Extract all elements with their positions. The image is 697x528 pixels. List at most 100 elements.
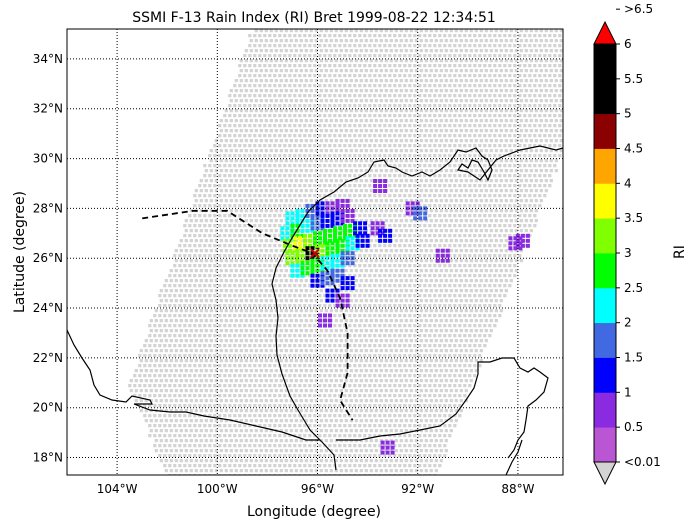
storm-center (310, 248, 320, 258)
rain-pixel (330, 206, 335, 211)
colorbar-segment (594, 427, 616, 463)
y-tick-label: 30°N (33, 152, 63, 166)
rain-pixel (308, 238, 312, 243)
colorbar-over-arrow (593, 20, 617, 45)
rain-pixel (325, 261, 330, 266)
y-axis-label: Latitude (degree) (12, 191, 28, 313)
rain-pixel (323, 318, 327, 323)
rain-pixel (418, 211, 423, 216)
x-tick-label: 104°W (97, 482, 138, 496)
rain-pixel (325, 276, 330, 281)
rain-pixel (385, 445, 390, 450)
colorbar-tick-label: 3.5 (624, 211, 643, 225)
colorbar-tick-label: 5.5 (624, 72, 643, 86)
rain-pixel (287, 243, 292, 248)
rain-pixel (358, 226, 363, 231)
colorbar-tick-label: 5 (624, 107, 632, 121)
rain-pixel (310, 208, 315, 213)
colorbar-tick-label: 2.5 (624, 281, 643, 295)
rain-pixel (305, 223, 310, 228)
rain-pixel (360, 238, 365, 243)
colorbar-tick-label: 4.5 (624, 142, 643, 156)
colorbar-segment (594, 44, 616, 80)
rain-pixel (315, 263, 320, 268)
colorbar-under-arrow (593, 461, 617, 486)
rain-pixel (328, 233, 332, 238)
chart-title: SSMI F-13 Rain Index (RI) Bret 1999-08-2… (132, 10, 496, 26)
rain-pixel (340, 298, 345, 303)
colorbar-tick-label: 6 (624, 37, 632, 51)
map-frame (66, 28, 564, 476)
rain-pixel (315, 221, 320, 226)
colorbar-tick-label: 4 (624, 176, 632, 190)
rain-pixel (325, 218, 330, 223)
rain-pixel (440, 253, 445, 258)
colorbar-segment (594, 253, 616, 289)
colorbar-tick-label: 2 (624, 316, 632, 330)
rain-pixel (300, 253, 305, 258)
rain-pixel (345, 256, 350, 261)
rain-pixel (318, 236, 322, 241)
y-tick-label: 26°N (33, 251, 63, 265)
rain-pixel (295, 228, 300, 233)
storm-track (142, 210, 354, 421)
rain-pixel (290, 216, 295, 221)
colorbar-label: RI (672, 245, 688, 259)
colorbar-segment (594, 287, 616, 324)
rain-pixel (513, 241, 518, 246)
rain-pixel (375, 226, 380, 231)
rain-pixel (520, 238, 525, 243)
rain-pixel (338, 231, 343, 236)
rain-pixel (298, 241, 302, 246)
storm-center-marker (310, 248, 320, 258)
rain-pixel (335, 258, 340, 263)
rain-pixel (335, 273, 340, 278)
rain-pixel (300, 213, 305, 218)
x-tick-label: 92°W (401, 482, 434, 496)
y-tick-label: 20°N (33, 401, 63, 415)
colorbar-segment (594, 218, 616, 254)
colorbar-segment (594, 148, 616, 184)
rain-pixel (305, 266, 310, 271)
satellite-swath (128, 29, 563, 475)
y-tick-label: 32°N (33, 102, 63, 116)
rain-pixel (350, 241, 355, 246)
rain-pixel (378, 184, 383, 188)
colorbar-tick-label: <0.01 (624, 455, 661, 469)
colorbar-segment (594, 392, 616, 428)
rain-pixel (348, 228, 353, 233)
colorbar-tick-label: 1.5 (624, 351, 643, 365)
y-tick-label: 22°N (33, 351, 63, 365)
rain-pixel (340, 243, 345, 248)
x-tick-label: 100°W (197, 482, 238, 496)
x-tick-label: 96°W (301, 482, 334, 496)
y-tick-label: 18°N (33, 451, 63, 465)
y-tick-label: 28°N (33, 201, 63, 215)
colorbar-segment (594, 78, 616, 115)
rain-pixel (295, 268, 300, 273)
colorbar-segment (594, 113, 616, 149)
rain-pixel (345, 281, 350, 286)
x-axis-label: Longitude (degree) (247, 504, 381, 520)
colorbar-tick-label: 3 (624, 246, 632, 260)
x-axis-ticks: 104°W 100°W 96°W 92°W 88°W (97, 482, 535, 496)
rain-pixel (345, 213, 350, 218)
swath-pixels (128, 29, 563, 475)
rain-pixel (340, 203, 345, 208)
rain-pixel (330, 246, 335, 251)
y-axis-ticks: 18°N 20°N 22°N 24°N 26°N 28°N 30°N 32°N 34°N (33, 52, 63, 465)
x-tick-label: 88°W (501, 482, 534, 496)
rain-pixel (320, 248, 325, 253)
y-tick-label: 24°N (33, 301, 63, 315)
colorbar-segment (594, 357, 616, 393)
colorbar-tick-label: 1 (624, 385, 632, 399)
rain-pixel (330, 293, 335, 298)
colorbar-segment (594, 183, 616, 219)
y-tick-label: 34°N (33, 52, 63, 66)
colorbar-tick-label: >6.5 (624, 2, 653, 16)
rain-pixel (335, 216, 340, 221)
rain-pixel (383, 233, 388, 238)
colorbar: <0.01 0.5 1 1.5 2 2.5 3 3.5 4 4.5 5 5.5 6 >6.5 (593, 2, 661, 486)
rain-pixel (285, 231, 290, 236)
